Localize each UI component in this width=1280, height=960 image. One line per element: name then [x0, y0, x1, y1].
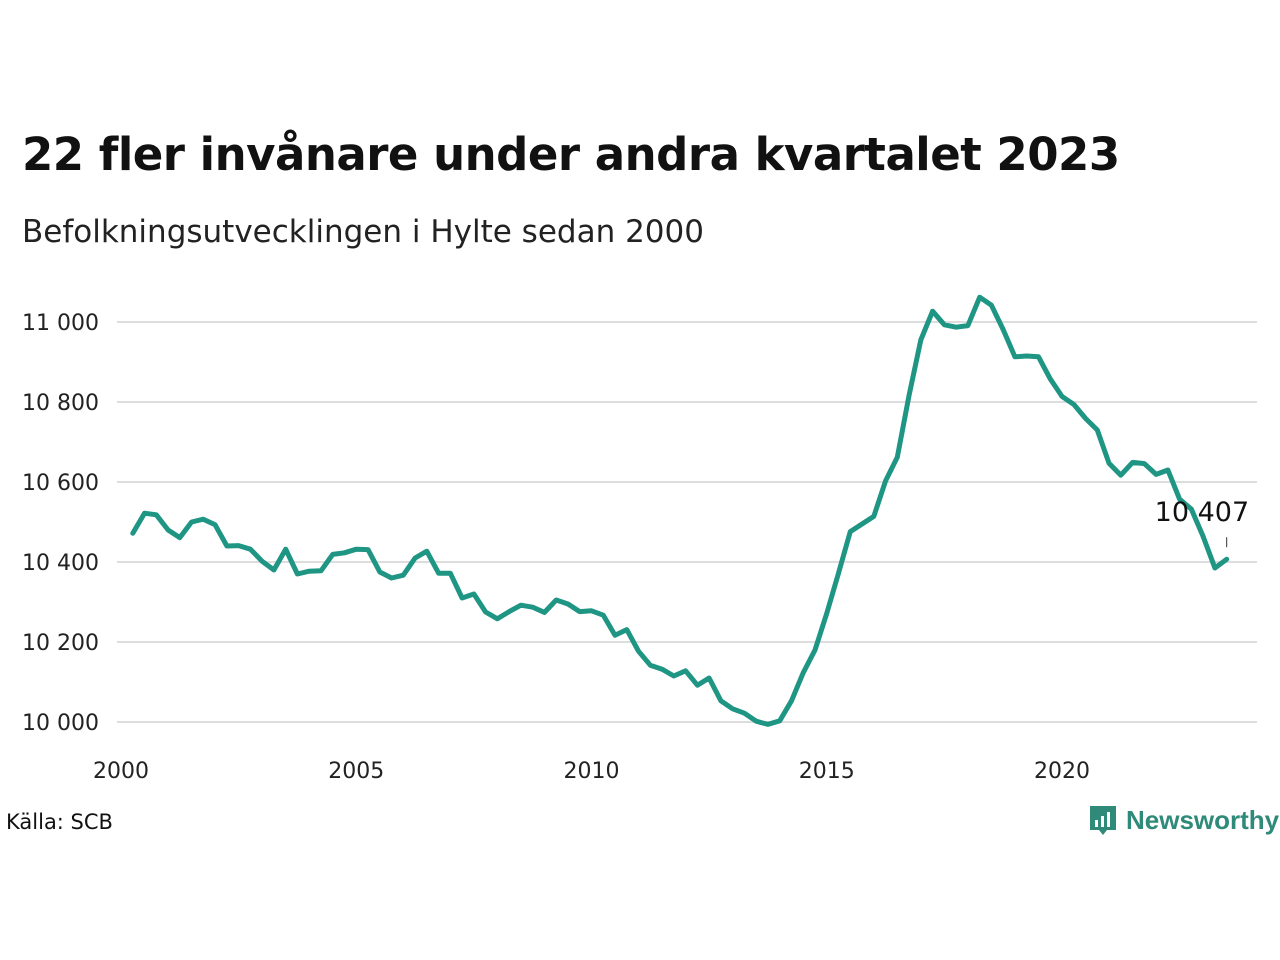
- annotation-layer: 10 407: [1155, 497, 1249, 548]
- y-tick-label: 10 200: [22, 631, 99, 656]
- chart-title: 22 fler invånare under andra kvartalet 2…: [22, 128, 1120, 181]
- x-axis-ticks: 2000 2005 2010 2015 2020: [93, 759, 1090, 784]
- series-layer: [130, 294, 1230, 727]
- x-tick-label: 2000: [93, 759, 149, 784]
- x-tick-label: 2015: [799, 759, 855, 784]
- y-tick-label: 10 000: [22, 711, 99, 736]
- y-axis-ticks: 10 000 10 200 10 400 10 600 10 800 11 000: [22, 311, 99, 736]
- grid-layer: [117, 321, 1257, 723]
- newsworthy-logo-icon: [1090, 806, 1116, 835]
- x-tick-label: 2010: [564, 759, 620, 784]
- y-tick-label: 10 600: [22, 471, 99, 496]
- brand-logo: Newsworthy: [1088, 800, 1279, 840]
- x-tick-label: 2005: [328, 759, 384, 784]
- y-tick-label: 10 800: [22, 391, 99, 416]
- x-tick-label: 2020: [1034, 759, 1090, 784]
- last-value-label: 10 407: [1155, 497, 1249, 528]
- y-tick-label: 10 400: [22, 551, 99, 576]
- source-note: Källa: SCB: [6, 810, 113, 834]
- brand-name: Newsworthy: [1126, 804, 1280, 835]
- y-tick-label: 11 000: [22, 311, 99, 336]
- series-line: [130, 294, 1230, 727]
- chart-subtitle: Befolkningsutvecklingen i Hylte sedan 20…: [22, 214, 704, 250]
